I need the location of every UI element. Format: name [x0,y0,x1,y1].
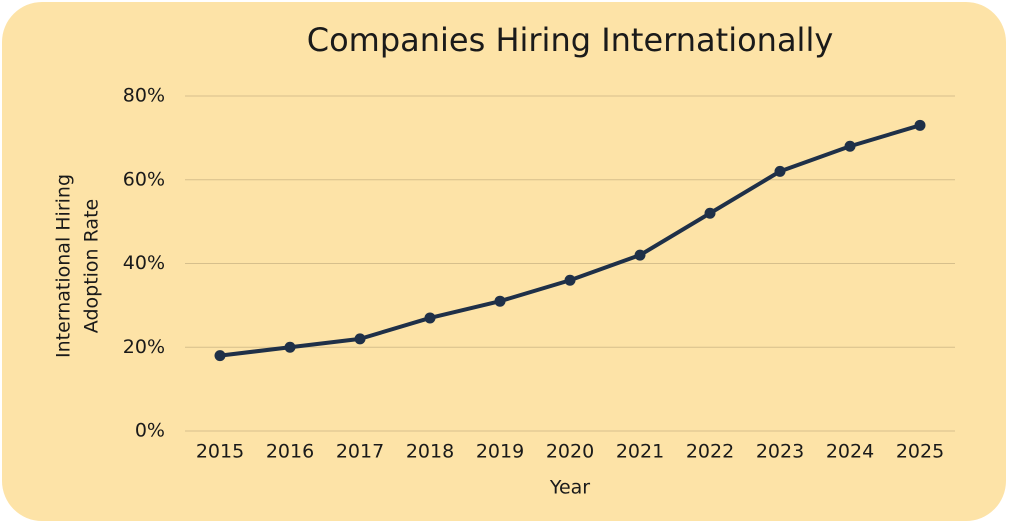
data-point [844,140,856,152]
x-tick-label: 2020 [546,441,594,463]
data-point [284,341,296,353]
x-tick-label: 2022 [686,441,734,463]
y-tick-label: 20% [123,336,165,358]
data-point [494,295,506,307]
y-axis-title-line: Adoption Rate [81,199,103,333]
x-axis-title: Year [549,477,590,499]
x-tick-label: 2025 [896,441,944,463]
x-tick-label: 2023 [756,441,804,463]
data-point [354,333,366,345]
data-point [704,207,716,219]
data-point [634,249,646,261]
data-point [424,312,436,324]
x-tick-label: 2017 [336,441,384,463]
y-tick-label: 40% [123,252,165,274]
x-tick-label: 2015 [196,441,244,463]
data-point [564,274,576,286]
y-tick-label: 60% [123,168,165,190]
data-point [214,350,226,362]
x-tick-label: 2018 [406,441,454,463]
data-point [914,119,926,131]
chart-title: Companies Hiring Internationally [307,21,834,59]
y-axis-title: International Hiring Adoption Rate [53,174,103,358]
x-tick-label: 2024 [826,441,874,463]
data-point [774,165,786,177]
y-tick-label: 0% [135,420,165,442]
y-tick-label: 80% [123,85,165,107]
x-tick-label: 2021 [616,441,664,463]
y-axis-title-line: International Hiring [53,174,75,358]
x-tick-label: 2019 [476,441,524,463]
x-tick-label: 2016 [266,441,314,463]
